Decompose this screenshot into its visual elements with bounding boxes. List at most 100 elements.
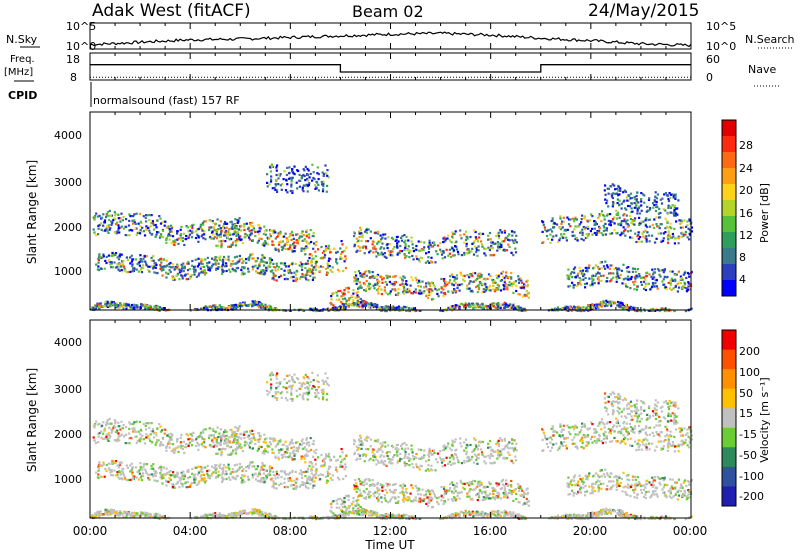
power-cell <box>97 227 100 230</box>
power-cell <box>375 250 378 253</box>
power-cell <box>455 274 459 277</box>
power-cell <box>142 257 145 260</box>
power-cell <box>391 254 394 257</box>
velocity-cell <box>386 454 389 458</box>
power-cell <box>321 190 325 193</box>
power-cell <box>308 236 311 239</box>
power-cell <box>448 281 451 284</box>
power-cell <box>477 249 480 252</box>
power-cell <box>307 179 310 182</box>
power-cell <box>620 220 623 223</box>
power-cell <box>153 305 156 309</box>
power-cell <box>201 222 204 225</box>
power-cell <box>129 270 132 273</box>
power-cell <box>489 289 492 292</box>
velocity-cell <box>145 422 148 425</box>
beam-title: Beam 02 <box>352 2 424 21</box>
power-cell <box>147 226 150 229</box>
power-cell <box>479 240 483 243</box>
power-cell <box>426 296 430 300</box>
velocity-cell <box>94 423 97 426</box>
power-cell <box>284 309 288 312</box>
power-cell <box>572 286 575 289</box>
power-cell <box>125 302 128 305</box>
power-cell <box>121 219 124 222</box>
power-cell <box>149 214 152 217</box>
velocity-cell <box>383 460 386 463</box>
power-cb-tick-28: 28 <box>739 139 753 152</box>
power-cell <box>315 264 318 267</box>
power-cell <box>499 289 503 292</box>
power-cell <box>233 225 236 228</box>
power-cell <box>317 309 320 312</box>
velocity-cell <box>328 473 331 476</box>
power-cell <box>298 264 301 267</box>
velocity-cell <box>150 430 153 433</box>
power-cell <box>417 240 420 243</box>
velocity-cell <box>100 436 103 439</box>
velocity-cell <box>360 443 363 446</box>
power-cell <box>120 225 123 228</box>
power-cell <box>679 222 682 225</box>
power-cell <box>341 291 344 294</box>
power-cell <box>496 233 499 236</box>
power-cell <box>159 264 162 267</box>
power-cell <box>317 189 320 192</box>
power-cell <box>102 229 105 232</box>
power-cell <box>656 287 659 290</box>
power-cell <box>580 272 584 275</box>
colorbar-swatch <box>722 168 736 185</box>
power-cell <box>105 216 108 219</box>
power-cell <box>104 259 107 262</box>
power-cell <box>508 239 511 242</box>
power-cell <box>359 226 362 229</box>
power-cell <box>226 222 229 225</box>
power-cell <box>222 255 226 259</box>
power-cell <box>684 282 687 285</box>
velocity-cell <box>404 450 407 453</box>
velocity-cell <box>408 456 411 460</box>
velocity-cell <box>423 454 426 457</box>
power-cell <box>118 226 121 229</box>
power-cell <box>380 293 383 296</box>
power-cell <box>197 228 200 231</box>
power-cell <box>288 269 291 272</box>
power-cell <box>151 233 154 236</box>
power-cell <box>474 304 478 307</box>
velocity-cell <box>222 463 226 467</box>
power-cell <box>442 241 445 244</box>
power-cell <box>672 212 675 215</box>
power-cell <box>111 222 114 225</box>
velocity-cell <box>233 440 236 444</box>
power-cell <box>396 246 399 249</box>
power-cell <box>556 223 559 226</box>
power-cell <box>648 208 652 211</box>
velocity-cell <box>229 441 232 444</box>
power-cell <box>248 238 251 241</box>
velocity-cell <box>496 457 499 460</box>
power-cell <box>597 231 601 234</box>
power-cell <box>276 190 279 193</box>
velocity-cell <box>114 420 117 423</box>
power-cell <box>154 223 157 227</box>
power-cell <box>559 237 562 240</box>
power-cell <box>630 207 633 210</box>
power-cell <box>440 291 443 294</box>
velocity-cell <box>278 440 281 443</box>
power-cell <box>283 244 286 247</box>
velocity-cell <box>341 465 344 468</box>
power-cell <box>631 270 634 273</box>
power-cell <box>358 230 361 233</box>
power-cell <box>193 273 196 276</box>
velocity-cell <box>256 449 259 452</box>
velocity-cell <box>231 432 235 435</box>
power-cell <box>549 228 552 231</box>
power-cell <box>504 238 507 241</box>
power-cell <box>340 240 343 243</box>
power-cell <box>649 225 652 228</box>
velocity-cell <box>272 440 275 443</box>
power-cell <box>587 309 590 312</box>
power-cell <box>646 225 649 229</box>
velocity-cell <box>452 462 455 465</box>
power-cell <box>269 166 272 169</box>
